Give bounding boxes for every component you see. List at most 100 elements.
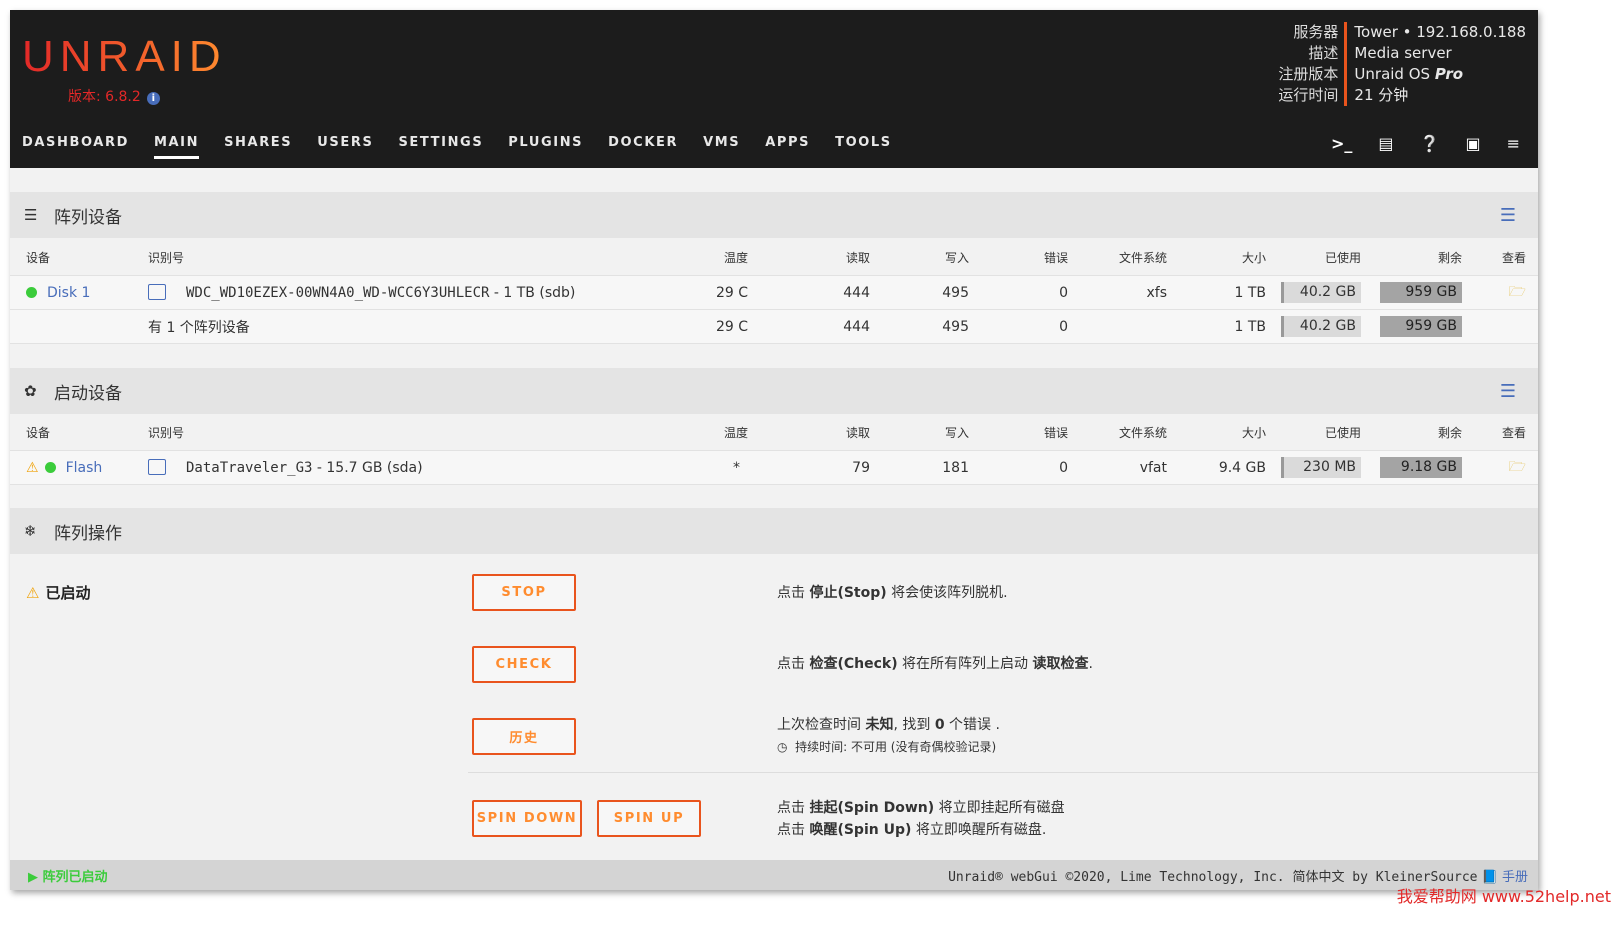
registration[interactable]: Unraid OS Pro [1354, 64, 1526, 85]
version-info: 版本: 6.8.2 i [68, 86, 160, 106]
col-id: 识别号 [148, 251, 185, 265]
device-size-id: - 1 TB (sdb) [489, 285, 576, 301]
col-size: 大小 [1241, 426, 1266, 440]
feedback-icon[interactable]: ▤ [1378, 134, 1394, 153]
divider [468, 772, 1538, 773]
nav-docker[interactable]: DOCKER [608, 135, 679, 150]
device-link[interactable]: Disk 1 [47, 284, 91, 301]
table-row: ⚠ Flash DataTraveler_G3 - 15.7 GB (sda) *… [10, 451, 1538, 485]
spin-down-button[interactable]: SPIN DOWN [472, 800, 582, 837]
col-view: 查看 [1501, 426, 1526, 440]
server-name[interactable]: Tower • 192.168.0.188 [1354, 23, 1526, 41]
history-button[interactable]: 历史 [472, 718, 576, 755]
status-dot [26, 286, 37, 298]
table-header: 设备 识别号 温度 读取 写入 错误 文件系统 大小 已使用 剩余 查看 [10, 240, 1538, 276]
temp: 29 C [715, 284, 748, 301]
browse-folder-icon[interactable]: 🗁 [1508, 283, 1526, 300]
monitor-icon[interactable]: ▣ [1465, 134, 1481, 153]
device-id: WDC_WD10EZEX-00WN4A0_WD-WCC6Y3UHLECR [186, 285, 490, 301]
usb-drive-icon [148, 459, 166, 475]
col-free: 剩余 [1437, 426, 1462, 440]
label-uptime: 运行时间 [1278, 86, 1339, 104]
col-errors: 错误 [1043, 251, 1068, 265]
nav-tools[interactable]: TOOLS [835, 135, 892, 150]
info-icon[interactable]: i [146, 92, 160, 105]
col-fs: 文件系统 [1118, 251, 1167, 265]
status-dot [44, 461, 56, 473]
array-table: 设备 识别号 温度 读取 写入 错误 文件系统 大小 已使用 剩余 查看 Dis… [10, 240, 1538, 344]
size: 9.4 GB [1218, 459, 1266, 476]
errors: 0 [1059, 284, 1068, 301]
writes: 181 [942, 459, 969, 476]
col-writes: 写入 [944, 426, 969, 440]
version-text: 版本: 6.8.2 [68, 89, 141, 105]
spin-description: 点击 挂起(Spin Down) 将立即挂起所有磁盘 点击 唤醒(Spin Up… [777, 800, 1065, 838]
temp: 29 C [715, 318, 748, 335]
spin-up-button[interactable]: SPIN UP [597, 800, 701, 837]
col-fs: 文件系统 [1118, 426, 1167, 440]
size: 1 TB [1234, 284, 1266, 301]
col-temp: 温度 [723, 426, 748, 440]
paw-icon: ✿ [24, 382, 37, 400]
device-id: DataTraveler_G3 [186, 460, 313, 476]
col-free: 剩余 [1437, 251, 1462, 265]
copyright: Unraid® webGui ©2020, Lime Technology, I… [948, 866, 1528, 885]
col-reads: 读取 [845, 426, 870, 440]
nav-shares[interactable]: SHARES [224, 135, 293, 150]
history-description: 上次检查时间 未知, 找到 0 个错误 . ◷ 持续时间: 不可用 (没有奇偶校… [777, 717, 1000, 754]
device-link[interactable]: Flash [65, 459, 103, 476]
col-reads: 读取 [845, 251, 870, 265]
manual-link[interactable]: 📘 手册 [1481, 870, 1528, 885]
header: UNRAID 版本: 6.8.2 i 服务器 描述 注册版本 运行时间 Tower… [10, 10, 1538, 168]
hdd-icon [148, 284, 166, 300]
stop-button[interactable]: STOP [472, 574, 576, 611]
list-view-icon[interactable]: ☰ [1499, 204, 1516, 226]
nav-apps[interactable]: APPS [765, 135, 811, 150]
server-info: 服务器 描述 注册版本 运行时间 Tower • 192.168.0.188 M… [1278, 22, 1526, 106]
nav-main[interactable]: MAIN [153, 135, 200, 159]
copyright-text: Unraid® webGui ©2020, Lime Technology, I… [948, 870, 1478, 885]
label-server: 服务器 [1293, 23, 1339, 41]
browse-folder-icon[interactable]: 🗁 [1508, 458, 1526, 475]
help-icon[interactable]: ❔ [1419, 134, 1440, 153]
temp: * [733, 459, 740, 476]
watermark: 我爱帮助网 www.52help.net [1396, 887, 1611, 906]
unraid-logo[interactable]: UNRAID [22, 32, 227, 81]
array-state-text: 已启动 [45, 584, 91, 602]
warning-icon[interactable]: ⚠ [26, 459, 39, 476]
check-description: 点击 检查(Check) 将在所有阵列上启动 读取检查. [777, 656, 1093, 672]
col-device: 设备 [26, 251, 51, 265]
nav-vms[interactable]: VMS [703, 135, 741, 150]
writes: 495 [942, 318, 969, 335]
nav-users[interactable]: USERS [317, 135, 374, 150]
header-icons: >_ ▤ ❔ ▣ ≡ [1331, 134, 1520, 153]
free-bar: 959 GB [1380, 316, 1462, 337]
used-bar: 40.2 GB [1281, 316, 1361, 337]
check-button[interactable]: CHECK [472, 646, 576, 683]
filesystem: xfs [1146, 284, 1167, 301]
used-bar: 40.2 GB [1281, 282, 1361, 303]
section-title-text: 阵列操作 [54, 523, 122, 544]
summary-row: 有 1 个阵列设备 29 C 444 495 0 1 TB 40.2 GB 95… [10, 310, 1538, 344]
section-title-text: 阵列设备 [54, 207, 122, 228]
free-bar: 959 GB [1380, 282, 1462, 303]
size: 1 TB [1234, 318, 1266, 335]
clock-icon: ◷ [777, 740, 788, 754]
errors: 0 [1059, 459, 1068, 476]
nav-plugins[interactable]: PLUGINS [508, 135, 584, 150]
footer: ▶ 阵列已启动 Unraid® webGui ©2020, Lime Techn… [10, 860, 1538, 890]
nav-settings[interactable]: SETTINGS [398, 135, 484, 150]
label-description: 描述 [1308, 44, 1339, 62]
nav-dashboard[interactable]: DASHBOARD [22, 135, 129, 150]
col-errors: 错误 [1043, 426, 1068, 440]
warning-icon: ⚠ [26, 584, 40, 602]
terminal-icon[interactable]: >_ [1331, 134, 1353, 153]
errors: 0 [1059, 318, 1068, 335]
summary-label: 有 1 个阵列设备 [148, 319, 250, 336]
col-device: 设备 [26, 426, 51, 440]
database-icon: ☰ [24, 206, 38, 224]
list-view-icon[interactable]: ☰ [1499, 380, 1516, 402]
log-icon[interactable]: ≡ [1506, 134, 1520, 153]
array-operations-title: ❄ 阵列操作 [10, 508, 1538, 554]
writes: 495 [942, 284, 969, 301]
